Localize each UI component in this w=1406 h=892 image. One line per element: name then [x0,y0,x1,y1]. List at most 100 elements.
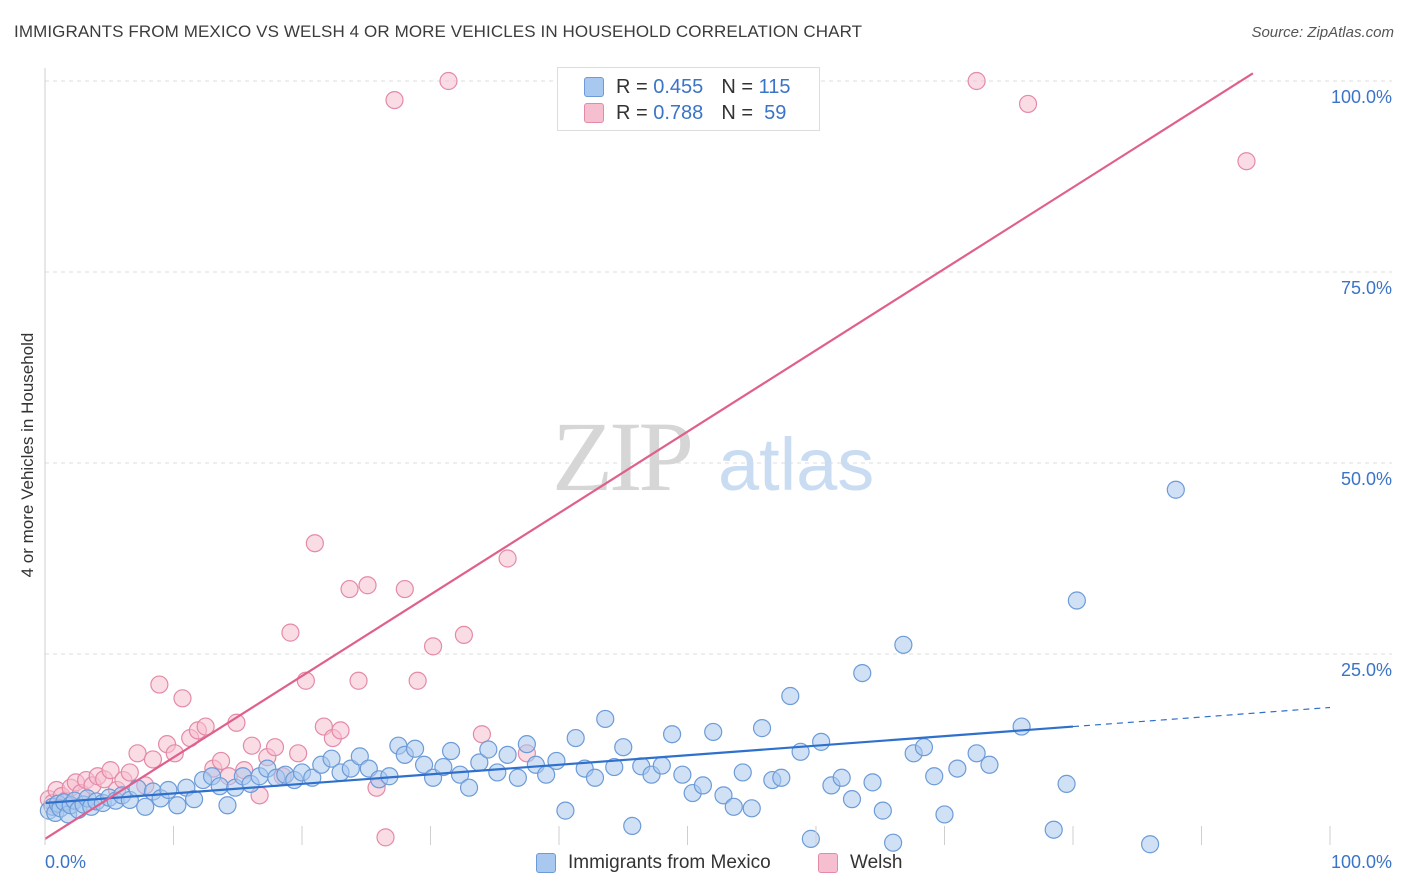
source-note: Source: ZipAtlas.com [1251,24,1394,41]
point-mexico [801,829,820,848]
point-welsh [331,721,350,740]
point-mexico [883,833,903,852]
watermark: ZIP atlas [552,401,874,512]
point-welsh [173,689,192,708]
point-welsh [423,637,443,656]
point-mexico [498,745,517,764]
points [39,71,1256,854]
watermark-zip: ZIP [552,401,690,512]
point-welsh [242,736,261,755]
point-mexico [967,744,986,763]
point-welsh [101,761,120,780]
x-tick-label: 0.0% [45,852,86,872]
point-mexico [733,763,752,782]
point-mexico [894,635,913,654]
point-mexico [341,759,360,778]
legend-item-mexico[interactable]: Immigrants from Mexico [536,852,771,874]
point-mexico [414,755,434,774]
legend-n-label: N = [721,101,753,124]
point-welsh [305,534,324,553]
point-mexico [479,740,498,759]
point-mexico [1044,820,1063,839]
point-mexico [652,756,671,775]
point-mexico [925,767,944,786]
point-mexico [948,759,967,778]
legend-swatch-pink [818,853,838,873]
point-welsh [128,744,147,763]
point-mexico [556,801,575,820]
legend-n-value: 115 [758,75,791,98]
point-welsh [150,675,169,694]
point-welsh [1237,152,1256,171]
point-mexico [935,805,954,824]
point-mexico [1140,835,1160,854]
trend-lines [44,72,1331,840]
legend-swatch-pink [584,103,604,123]
point-mexico [1067,591,1086,610]
point-welsh [349,671,368,690]
point-welsh [265,738,285,757]
point-mexico [350,747,369,766]
point-mexico [772,768,791,787]
point-mexico [853,663,872,683]
correlation-legend: R = 0.455 N = 115 R = 0.788 N = 59 [557,67,820,131]
point-mexico [1057,774,1076,793]
point-welsh [395,579,414,599]
trend-line-mexico-extension [1072,706,1331,728]
watermark-atlas: atlas [718,423,874,506]
point-mexico [136,797,155,816]
x-tick-label: 100.0% [1331,852,1392,872]
point-mexico [693,776,713,795]
point-mexico [914,738,934,757]
point-mexico [488,763,507,782]
legend-r-label: R = [616,75,648,98]
legend-r-value: 0.788 [653,101,704,124]
point-mexico [596,709,615,729]
point-mexico [662,725,682,744]
point-welsh [289,744,308,763]
axes: 25.0% 50.0% 75.0% 100.0% 0.0% 100.0% [44,68,1392,872]
point-mexico [508,768,527,787]
point-mexico [752,719,772,738]
legend-n-value: 59 [764,101,787,124]
legend-r-value: 0.455 [653,75,704,98]
y-tick-label: 25.0% [1341,660,1392,680]
point-welsh [967,71,986,91]
point-mexico [832,768,851,787]
point-mexico [517,735,536,754]
point-welsh [120,763,139,782]
point-welsh [340,579,359,599]
point-welsh [376,828,395,847]
point-mexico [842,790,862,809]
series-legend: Immigrants from Mexico Welsh [0,852,1406,878]
trend-line-mexico [44,725,1074,805]
point-mexico [980,755,999,774]
legend-series-name: Welsh [850,852,903,873]
point-mexico [547,751,566,771]
point-welsh [143,750,163,769]
trend-line-welsh [44,72,1254,840]
point-mexico [863,773,882,792]
point-welsh [408,671,427,690]
point-mexico [218,796,237,815]
y-tick-label: 75.0% [1341,278,1392,298]
legend-row-welsh: R = 0.788 N = 59 [584,101,786,125]
legend-item-welsh[interactable]: Welsh [818,852,902,874]
chart-title: IMMIGRANTS FROM MEXICO VS WELSH 4 OR MOR… [14,22,863,41]
point-mexico [673,765,692,784]
y-tick-label: 100.0% [1331,87,1392,107]
point-mexico [210,777,229,796]
point-welsh [358,576,377,595]
legend-swatch-blue [536,853,556,873]
point-mexico [441,741,461,761]
y-tick-label: 50.0% [1341,469,1392,489]
point-mexico [450,765,470,784]
point-mexico [184,790,204,809]
legend-n-label: N = [721,75,753,98]
legend-series-name: Immigrants from Mexico [568,852,771,873]
point-welsh [498,549,517,568]
point-mexico [614,738,633,757]
point-mexico [724,797,743,816]
point-mexico [168,796,187,815]
point-mexico [128,779,147,798]
